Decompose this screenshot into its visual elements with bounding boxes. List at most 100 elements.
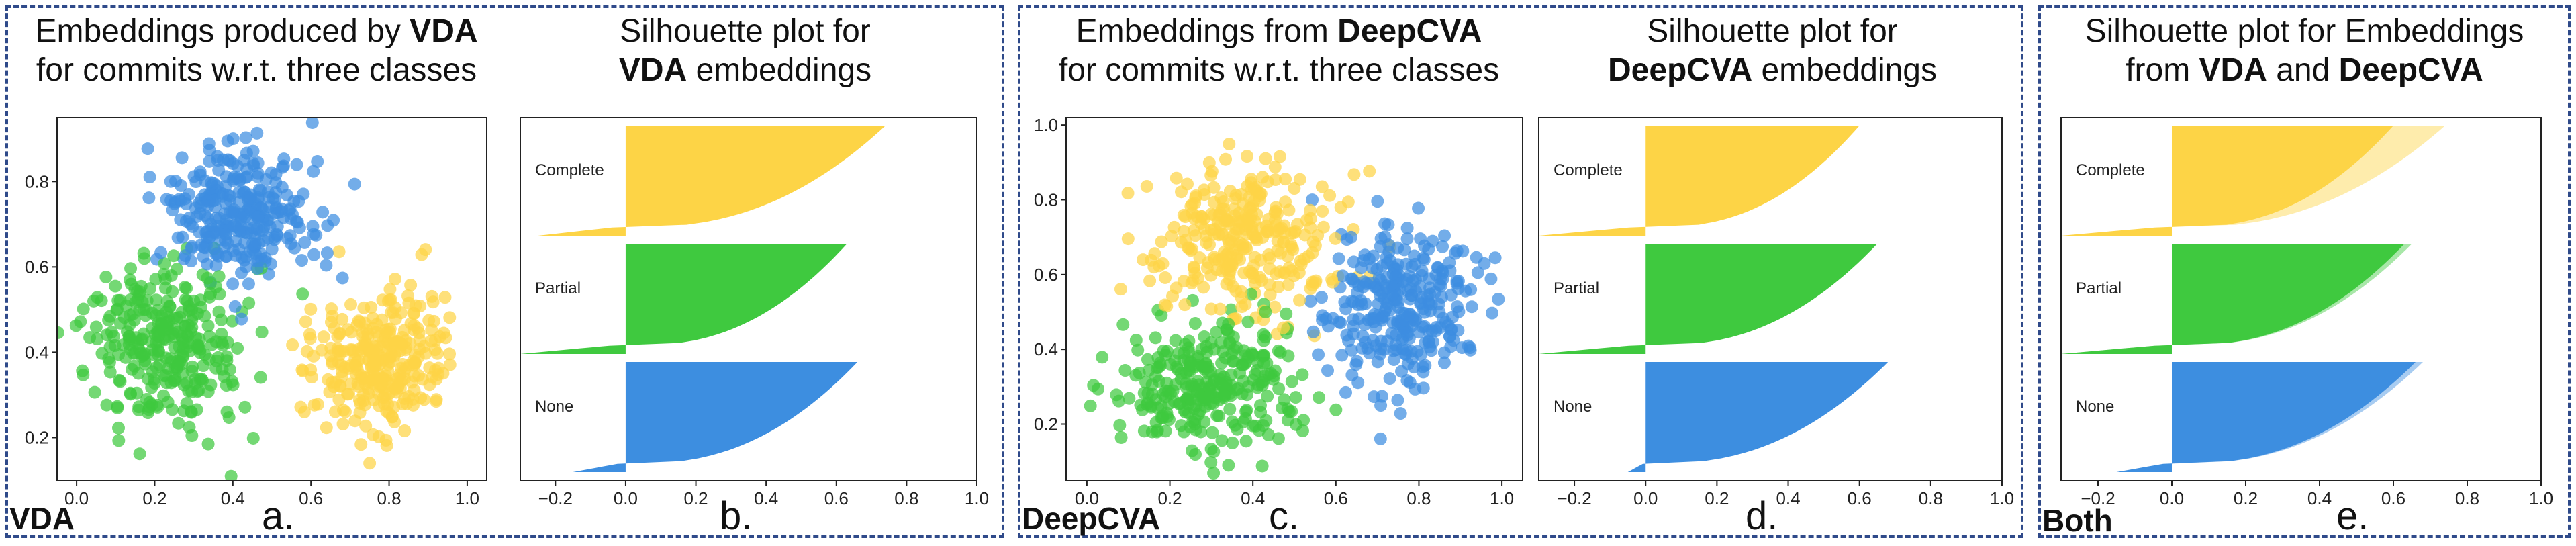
scatter-point	[365, 301, 378, 314]
scatter-point	[113, 375, 127, 388]
scatter-point	[316, 206, 330, 219]
scatter-point	[113, 316, 127, 330]
silhouette-shape	[2061, 126, 2393, 236]
scatter-point	[346, 345, 360, 359]
scatter-point	[1492, 292, 1505, 306]
scatter-point	[188, 373, 201, 386]
scatter-point	[1114, 431, 1128, 445]
scatter-point	[1155, 309, 1168, 322]
deepcva-scatter-points	[1084, 138, 1505, 480]
scatter-point	[1253, 399, 1267, 412]
scatter-point	[1277, 236, 1290, 249]
scatter-point	[1170, 360, 1183, 373]
scatter-point	[244, 191, 257, 205]
scatter-point	[1486, 306, 1499, 320]
scatter-point	[1210, 326, 1223, 339]
scatter-point	[1207, 467, 1221, 480]
scatter-point	[1247, 259, 1261, 273]
scatter-point	[201, 199, 215, 213]
cluster-label: None	[535, 398, 573, 416]
scatter-point	[296, 287, 309, 301]
scatter-point	[1159, 271, 1172, 284]
x-tick-label: 0.6	[2381, 488, 2405, 508]
scatter-point	[286, 208, 299, 221]
scatter-point	[1316, 204, 1329, 218]
scatter-point	[136, 295, 149, 309]
cluster-label: Partial	[2076, 279, 2121, 298]
scatter-point	[396, 358, 410, 371]
scatter-point	[438, 291, 452, 304]
scatter-point	[1239, 240, 1253, 253]
scatter-point	[209, 361, 223, 375]
scatter-point	[1178, 338, 1192, 351]
scatter-point	[1329, 403, 1343, 416]
scatter-point	[1118, 364, 1132, 377]
scatter-point	[1367, 390, 1380, 404]
scatter-point	[76, 364, 89, 377]
scatter-point	[1285, 375, 1298, 388]
scatter-point	[124, 386, 137, 400]
scatter-point	[408, 369, 421, 383]
scatter-point	[240, 146, 253, 160]
scatter-point	[281, 232, 294, 245]
scatter-point	[1347, 313, 1360, 326]
scatter-point	[328, 405, 342, 418]
x-tick-label: 0.8	[2455, 488, 2479, 508]
scatter-point	[1216, 316, 1229, 330]
both-silhouette-title: Silhouette plot for Embeddings from VDA …	[2085, 13, 2524, 88]
scatter-point	[1269, 204, 1282, 218]
scatter-point	[1306, 325, 1320, 338]
scatter-point	[428, 343, 442, 357]
scatter-point	[432, 361, 445, 375]
scatter-point	[212, 305, 226, 318]
scatter-point	[1140, 180, 1153, 193]
scatter-point	[1387, 353, 1400, 367]
scatter-point	[103, 365, 117, 379]
scatter-point	[1247, 182, 1261, 195]
scatter-point	[1478, 257, 1491, 270]
scatter-point	[262, 191, 275, 204]
scatter-point	[246, 221, 260, 234]
scatter-point	[217, 153, 230, 167]
scatter-point	[1289, 391, 1302, 404]
scatter-point	[286, 338, 299, 352]
scatter-point	[1391, 394, 1404, 407]
scatter-point	[1233, 215, 1247, 228]
scatter-point	[234, 173, 247, 187]
scatter-point	[1213, 368, 1227, 381]
scatter-point	[1166, 289, 1180, 303]
scatter-point	[1178, 298, 1192, 312]
x-tick-label: 0.4	[2307, 488, 2332, 508]
scatter-point	[207, 241, 220, 255]
scatter-point	[1215, 357, 1229, 370]
scatter-point	[1207, 251, 1221, 264]
scatter-point	[342, 361, 356, 375]
x-tick-label: 0.2	[142, 488, 166, 508]
scatter-point	[299, 315, 312, 328]
x-tick-label: 0.2	[1705, 488, 1729, 508]
scatter-point	[182, 384, 195, 398]
scatter-point	[138, 252, 151, 265]
scatter-point	[393, 381, 407, 395]
scatter-point	[1323, 189, 1337, 202]
scatter-point	[111, 293, 125, 307]
scatter-point	[201, 257, 214, 271]
scatter-point	[1213, 302, 1227, 316]
scatter-point	[334, 326, 347, 340]
scatter-point	[1259, 152, 1272, 165]
scatter-point	[242, 277, 255, 291]
x-tick-label: 0.4	[1241, 488, 1265, 508]
x-tick-label: 0.6	[824, 488, 849, 508]
scatter-point	[336, 417, 350, 430]
scatter-point	[354, 397, 367, 410]
x-tick-label: 1.0	[2529, 488, 2553, 508]
scatter-point	[1255, 459, 1269, 473]
scatter-point	[1263, 278, 1276, 291]
scatter-point	[1282, 203, 1296, 217]
scatter-point	[1210, 409, 1224, 422]
x-tick-label: 0.0	[614, 488, 638, 508]
scatter-point	[1204, 387, 1217, 400]
scatter-point	[1199, 357, 1212, 371]
scatter-point	[151, 400, 164, 414]
scatter-point	[1309, 274, 1323, 287]
